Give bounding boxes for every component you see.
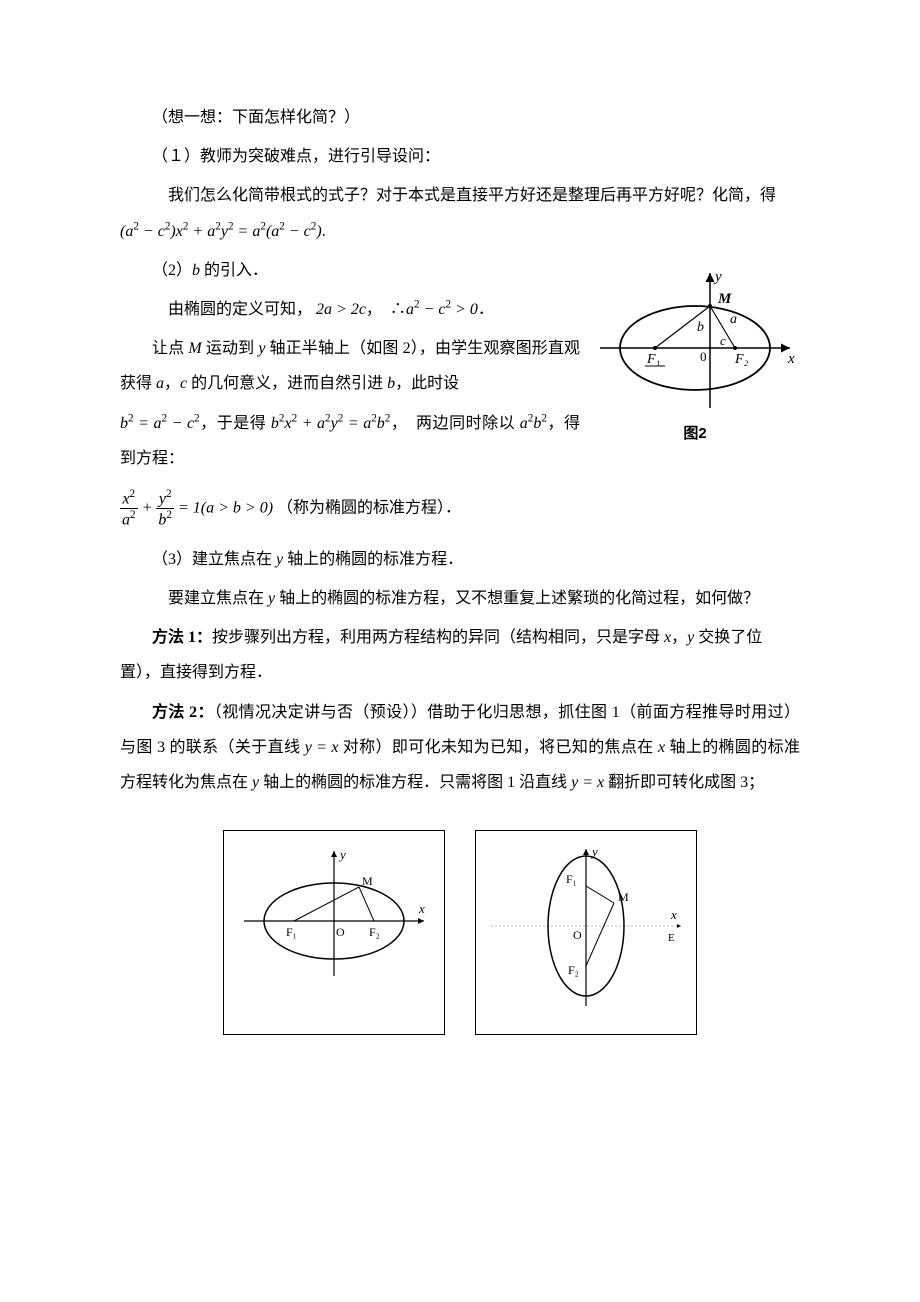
paragraph-method1: 方法 1：按步骤列出方程，利用两方程结构的异同（结构相同，只是字母 x，y 交换… (120, 620, 800, 690)
paragraph-standard-eq: x2 a2 + y2 b2 = 1(a > b > 0) （称为椭圆的标准方程）… (120, 488, 800, 530)
label-F2: F₂ (568, 963, 579, 977)
text: 运动到 (202, 340, 259, 357)
figure-right-svg: y x M F₁ F₂ O E (486, 841, 686, 1011)
label-F1: F₁ (646, 352, 660, 367)
label-F1: F₁ (286, 925, 297, 939)
label-F1: F₁ (566, 872, 577, 886)
text: ， ∴ (366, 301, 406, 318)
figure-left-svg: y x M F₁ F₂ O (234, 841, 434, 981)
paragraph-q1: （１）教师为突破难点，进行引导设问： (120, 139, 800, 174)
label-M: M (362, 874, 373, 888)
var-b: b (192, 262, 200, 279)
plus: + (142, 500, 157, 517)
text: 让点 (152, 340, 188, 357)
figure-2-caption: 图2 (590, 417, 800, 450)
method2-label: 方法 2： (152, 704, 214, 721)
label-O: O (336, 925, 345, 939)
var-M: M (188, 340, 201, 357)
text: 轴上的椭圆的标准方程．只需将图 1 沿直线 (259, 774, 571, 791)
text: ，此时设 (395, 375, 459, 392)
text: 要建立焦点在 (168, 590, 268, 607)
bottom-figures: y x M F₁ F₂ O y x M F₁ F₂ O E (160, 830, 760, 1035)
math-cond: (a > b > 0) (201, 500, 273, 517)
label-M: M (618, 890, 629, 904)
figure-2-svg: y x M a b c F₁ F₂ 0 (590, 263, 800, 413)
eq-one: = 1 (178, 500, 201, 517)
text: （2） (152, 262, 192, 279)
figure-right-box: y x M F₁ F₂ O E (475, 830, 697, 1035)
math-b2x2: b2x2 + a2y2 = a2b2 (271, 415, 391, 432)
math-b2def: b2 = a2 − c2 (120, 415, 200, 432)
label-O: 0 (700, 349, 707, 364)
text: （3）建立焦点在 (152, 551, 276, 568)
label-a: a (730, 312, 737, 327)
label-c: c (720, 333, 726, 348)
label-x: x (670, 907, 677, 922)
text: ， (164, 375, 180, 392)
paragraph-q3: （3）建立焦点在 y 轴上的椭圆的标准方程． (120, 542, 800, 577)
text: （称为椭圆的标准方程）． (277, 500, 461, 517)
label-F2: F₂ (369, 925, 380, 939)
paragraph-q3-body: 要建立焦点在 y 轴上的椭圆的标准方程，又不想重复上述繁琐的化简过程，如何做？ (120, 581, 800, 616)
label-F2: F₂ (734, 352, 749, 367)
label-O: O (573, 928, 582, 942)
label-y: y (590, 844, 598, 859)
math-a2b2: a2b2 (520, 415, 547, 432)
text: 按步骤列出方程，利用两方程结构的异同（结构相同，只是字母 (212, 629, 664, 646)
text: 轴上的椭圆的标准方程，又不想重复上述繁琐的化简过程，如何做？ (275, 590, 759, 607)
math-2a2c: 2a > 2c (316, 301, 366, 318)
math-simplified: (a2 − c2)x2 + a2y2 = a2(a2 − c2) (120, 223, 322, 240)
paragraph-thought: （想一想：下面怎样化简？） (120, 100, 800, 135)
var-b2: b (387, 375, 395, 392)
text: ， (671, 629, 687, 646)
label-y: y (338, 847, 346, 862)
paragraph-method2: 方法 2：（视情况决定讲与否（预设））借助于化归思想，抓住图 1（前面方程推导时… (120, 695, 800, 801)
frac-x2a2: x2 a2 (120, 488, 138, 530)
label-E: E (668, 932, 675, 944)
var-a: a (156, 375, 164, 392)
text: ，于是得 (200, 415, 271, 432)
text: 的引入． (200, 262, 268, 279)
text: 轴上的椭圆的标准方程． (283, 551, 463, 568)
text: 对称）即可化未知为已知，将已知的焦点在 (338, 739, 658, 756)
math-a2c2: a2 − c2 > 0 (406, 301, 478, 318)
label-x: x (418, 901, 425, 916)
label-y: y (713, 269, 722, 285)
figure-left-box: y x M F₁ F₂ O (223, 830, 445, 1035)
text: 由椭圆的定义可知， (168, 301, 312, 318)
method1-label: 方法 1： (152, 629, 212, 646)
math-yx2: y = x (571, 774, 604, 791)
text: ， 两边同时除以 (390, 415, 519, 432)
text: 我们怎么化简带根式的式子？对于本式是直接平方好还是整理后再平方好呢？化简，得 (168, 187, 792, 204)
figure-2: y x M a b c F₁ F₂ 0 图2 (590, 263, 800, 450)
frac-y2b2: y2 b2 (156, 488, 174, 530)
text: 的几何意义，进而自然引进 (187, 375, 387, 392)
paragraph-q1-body: 我们怎么化简带根式的式子？对于本式是直接平方好还是整理后再平方好呢？化简，得 (… (120, 178, 800, 248)
label-x: x (787, 351, 795, 367)
label-b: b (697, 320, 704, 335)
math-yx1: y = x (305, 739, 339, 756)
label-M: M (717, 291, 732, 307)
text: 翻折即可转化成图 3； (604, 774, 764, 791)
